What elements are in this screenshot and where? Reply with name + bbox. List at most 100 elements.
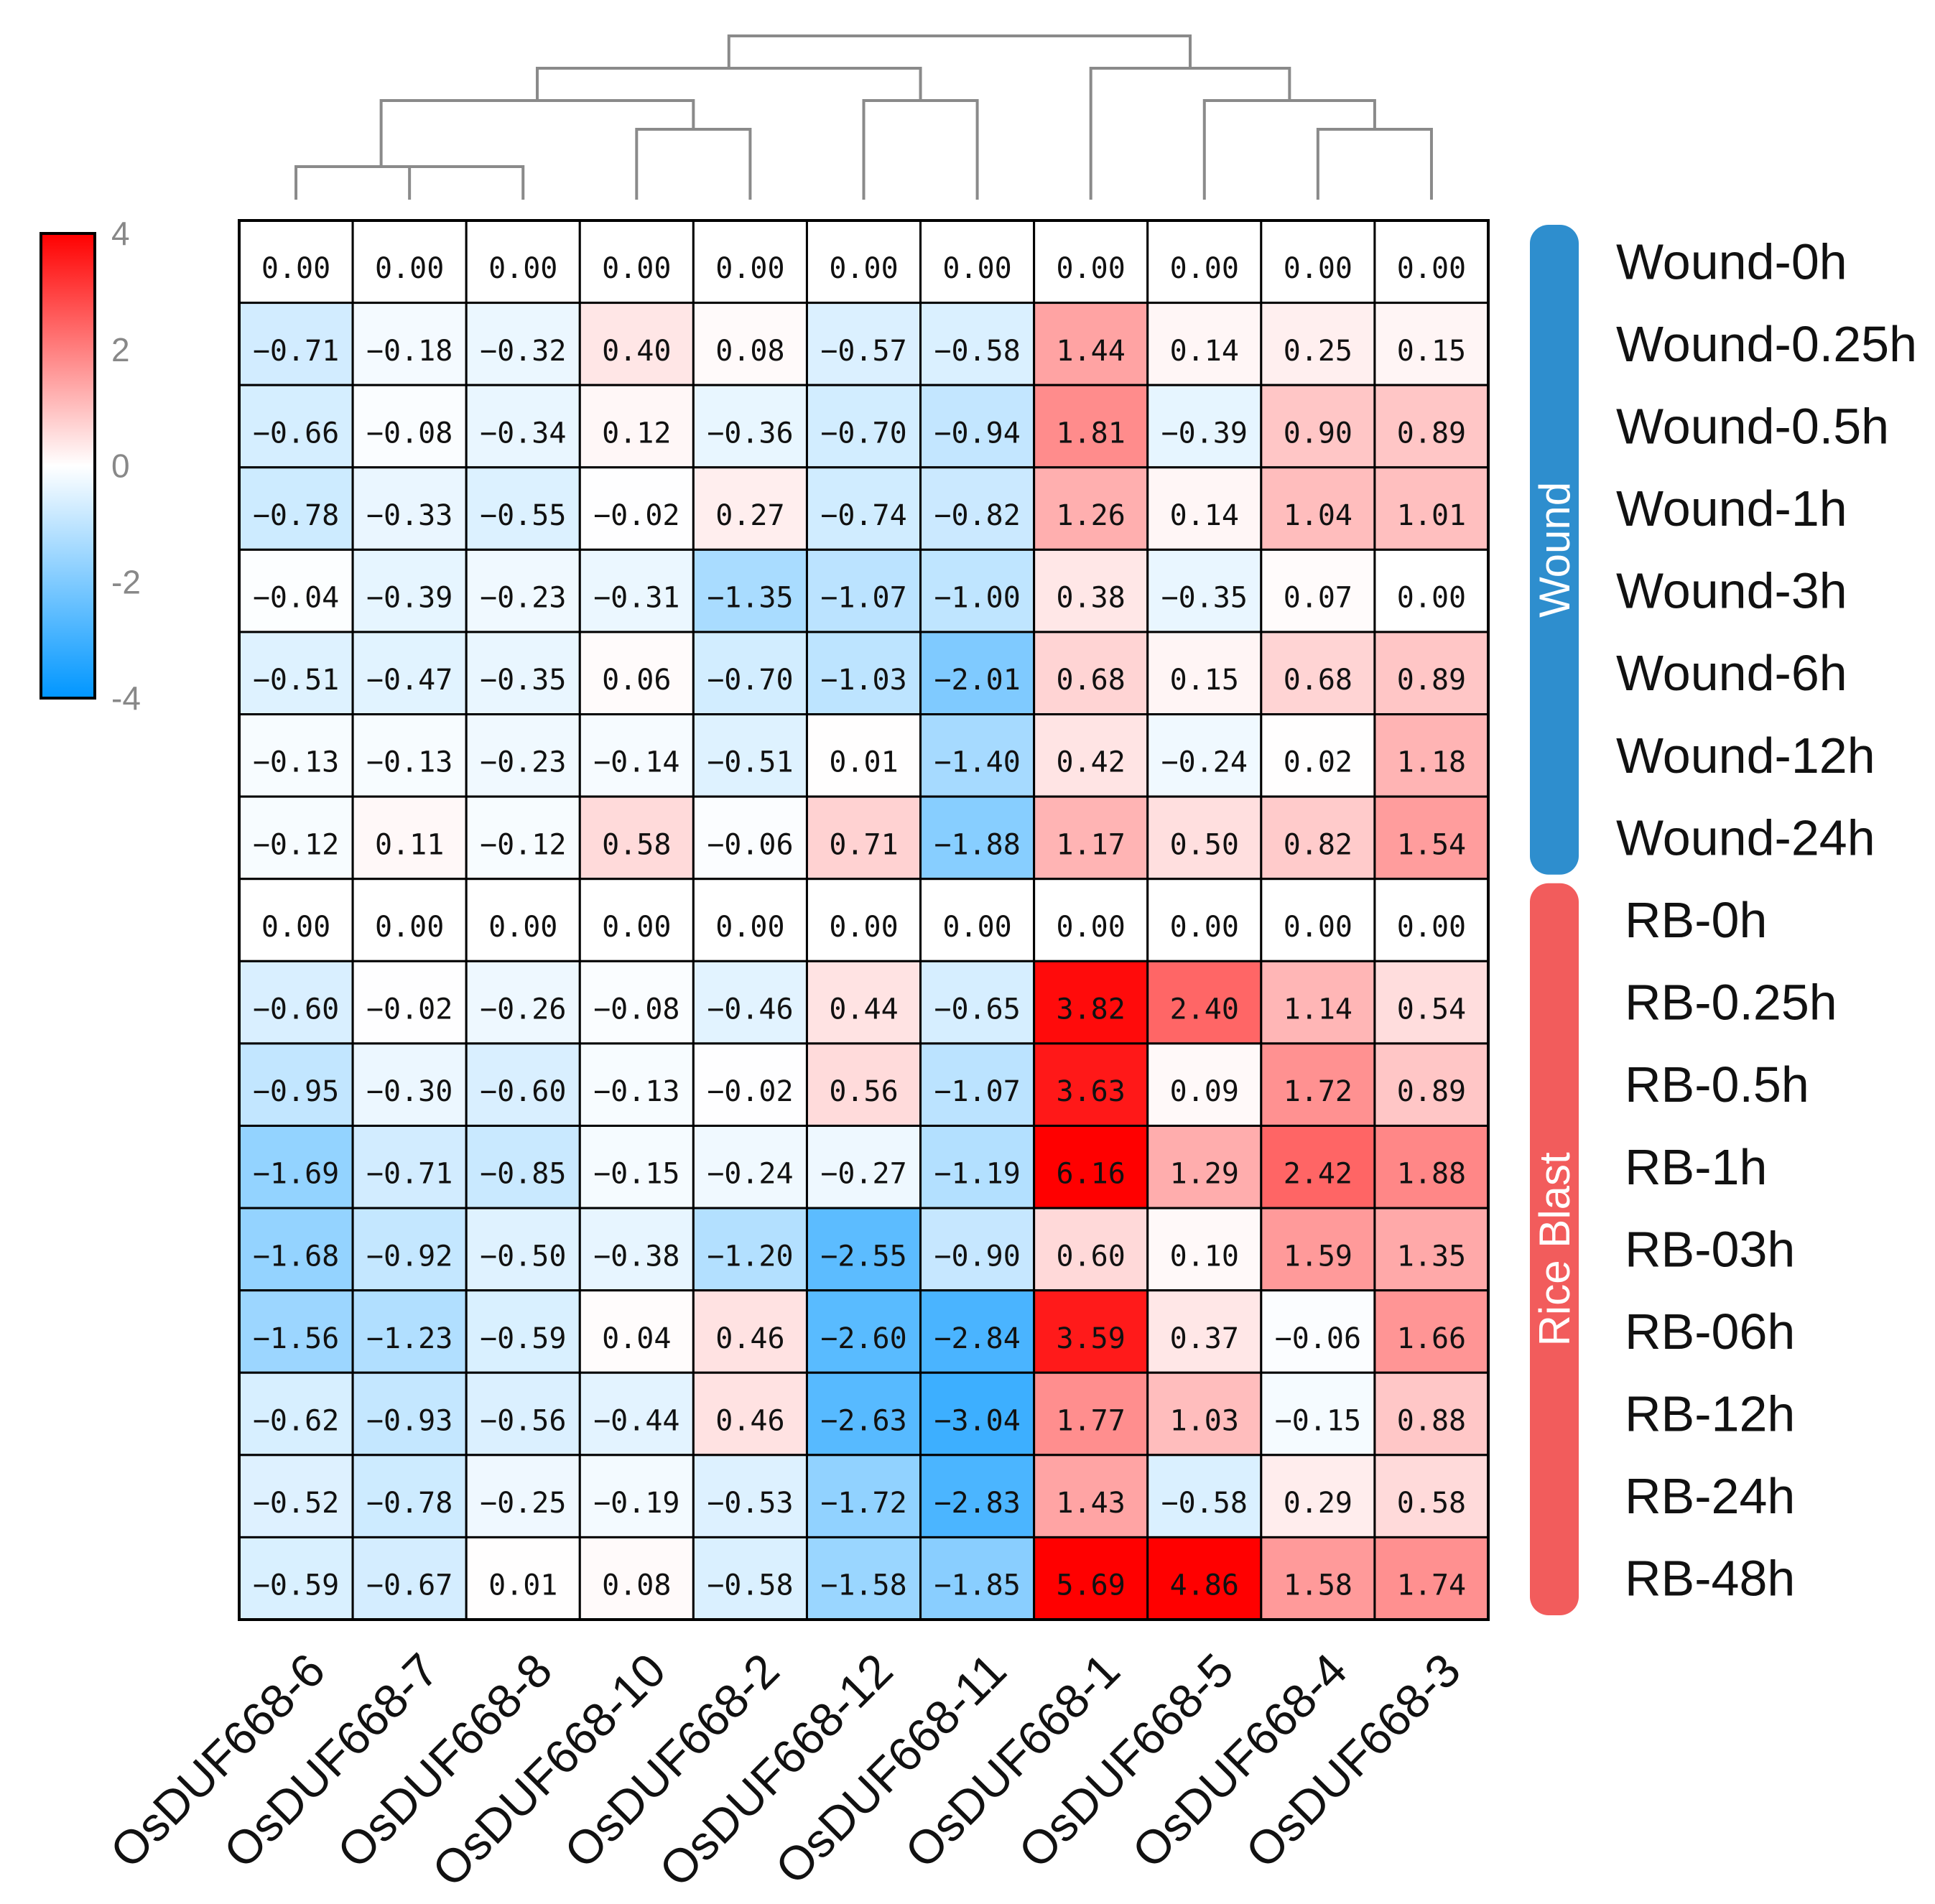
- cell-value: 0.89: [1397, 664, 1466, 697]
- heatmap-cell: [351, 795, 468, 881]
- cell-value: 0.00: [1284, 252, 1352, 285]
- cell-value: −0.93: [366, 1404, 453, 1437]
- heatmap-cell: [1033, 219, 1149, 305]
- cell-value: 0.40: [602, 335, 671, 368]
- cell-value: −0.08: [593, 993, 679, 1026]
- cell-value: −0.31: [593, 582, 679, 615]
- heatmap-cell: [465, 878, 581, 962]
- cell-value: 0.00: [261, 911, 330, 944]
- cell-value: 0.08: [715, 335, 784, 368]
- cell-value: −0.58: [707, 1569, 793, 1602]
- heatmap-cell: [1146, 631, 1263, 716]
- row-label: Wound-0h: [1616, 233, 1847, 289]
- cell-value: −0.24: [1161, 746, 1248, 779]
- cell-value: −1.23: [366, 1322, 453, 1355]
- cell-value: 0.00: [942, 252, 1011, 285]
- heatmap-cell: [578, 795, 695, 881]
- dendrogram-link: [379, 99, 695, 167]
- cell-value: 0.82: [1284, 828, 1352, 861]
- heatmap-cell: [1260, 219, 1376, 305]
- heatmap-cell: [692, 548, 808, 633]
- cell-value: −0.44: [593, 1404, 679, 1437]
- heatmap-cell: [238, 878, 354, 962]
- heatmap-cell: [351, 1207, 468, 1292]
- cell-value: −0.39: [1161, 417, 1248, 450]
- row-label: RB-12h: [1625, 1386, 1795, 1442]
- dendrogram-link: [408, 165, 525, 200]
- cell-value: 0.01: [829, 746, 898, 779]
- cell-value: 0.14: [1170, 335, 1239, 368]
- cell-value: 0.15: [1170, 664, 1239, 697]
- cell-value: −0.15: [593, 1158, 679, 1191]
- cell-value: 4.86: [1170, 1569, 1239, 1602]
- cell-value: 1.35: [1397, 1240, 1466, 1273]
- cell-value: 1.04: [1284, 499, 1352, 532]
- heatmap-cell: [919, 1207, 1036, 1292]
- cell-value: 0.56: [829, 1075, 898, 1108]
- colorbar-tick: 2: [111, 331, 130, 368]
- cell-value: 1.17: [1057, 828, 1126, 861]
- cell-value: 0.00: [829, 911, 898, 944]
- cell-value: 0.00: [715, 911, 784, 944]
- heatmap-cell: [1033, 960, 1149, 1045]
- cell-value: 0.00: [375, 911, 444, 944]
- heatmap-cell: [805, 1536, 922, 1621]
- cell-value: 0.00: [942, 911, 1011, 944]
- heatmap-cell: [1033, 1124, 1149, 1209]
- cell-value: 0.89: [1397, 417, 1466, 450]
- cell-value: −0.32: [480, 335, 566, 368]
- cell-value: 1.44: [1057, 335, 1126, 368]
- heatmap-cell: [805, 1371, 922, 1457]
- heatmap-cell: [1260, 466, 1376, 551]
- heatmap-cell: [692, 1042, 808, 1127]
- cell-value: −0.57: [820, 335, 906, 368]
- cell-value: −0.62: [253, 1404, 339, 1437]
- cell-value: −0.06: [1275, 1322, 1361, 1355]
- heatmap-cell: [919, 878, 1036, 962]
- cell-value: −0.12: [480, 828, 566, 861]
- dendrogram-link: [294, 165, 467, 200]
- heatmap-cell: [465, 1371, 581, 1457]
- colorbar-tick: -4: [111, 679, 141, 717]
- cell-value: 0.00: [1170, 252, 1239, 285]
- cell-value: 0.27: [715, 499, 784, 532]
- heatmap-cell: [578, 631, 695, 716]
- cell-value: −0.15: [1275, 1404, 1361, 1437]
- heatmap-cell: [1033, 1042, 1149, 1127]
- heatmap-cell: [1146, 878, 1263, 962]
- heatmap-cell: [805, 548, 922, 633]
- heatmap-cell: [1146, 1042, 1263, 1127]
- heatmap-cell: [578, 1289, 695, 1374]
- heatmap-cell: [1033, 878, 1149, 962]
- heatmap-cell: [465, 960, 581, 1045]
- heatmap-cell: [1260, 302, 1376, 386]
- cell-value: −0.04: [253, 582, 339, 615]
- row-labels: Wound-0h Wound-0.25h Wound-0.5h Wound-1h Wou…: [1616, 233, 1917, 1606]
- cell-value: 0.89: [1397, 1075, 1466, 1108]
- cell-value: −0.70: [707, 664, 793, 697]
- cell-value: 0.58: [1397, 1487, 1466, 1520]
- cell-value: −2.84: [934, 1322, 1020, 1355]
- cell-value: −0.33: [366, 499, 453, 532]
- row-label: RB-1h: [1625, 1139, 1767, 1195]
- cell-value: −1.68: [253, 1240, 339, 1273]
- cell-value: −0.13: [366, 746, 453, 779]
- cell-value: 0.00: [488, 252, 557, 285]
- dendrogram-link: [1202, 99, 1376, 200]
- cell-value: 6.16: [1057, 1158, 1126, 1191]
- cell-value: −1.07: [934, 1075, 1020, 1108]
- heatmap-cell: [919, 548, 1036, 633]
- row-label: Wound-6h: [1616, 645, 1847, 701]
- cell-value: −0.25: [480, 1487, 566, 1520]
- cell-value: −0.95: [253, 1075, 339, 1108]
- heatmap-cell: [805, 219, 922, 305]
- heatmap-cell: [805, 960, 922, 1045]
- heatmap-cell: [1260, 878, 1376, 962]
- cell-value: −0.39: [366, 582, 453, 615]
- cell-value: −1.40: [934, 746, 1020, 779]
- heatmap-cell: [1373, 1124, 1490, 1209]
- cell-value: −1.72: [820, 1487, 906, 1520]
- cell-value: 0.00: [488, 911, 557, 944]
- cell-value: −0.14: [593, 746, 679, 779]
- heatmap-cell: [1373, 878, 1490, 962]
